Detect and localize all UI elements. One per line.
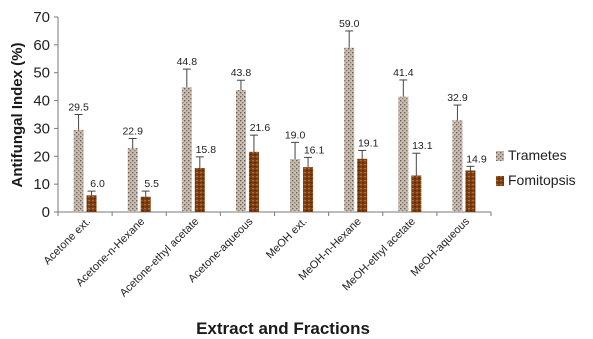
data-label: 14.9 bbox=[466, 153, 487, 165]
bar-trametes bbox=[181, 87, 192, 212]
data-label: 32.9 bbox=[447, 92, 468, 104]
data-label: 22.9 bbox=[122, 125, 143, 137]
legend-label: Fomitopsis bbox=[508, 172, 576, 188]
bar-trametes bbox=[235, 89, 246, 212]
bar-fomitopsis bbox=[194, 167, 205, 212]
data-label: 59.0 bbox=[339, 18, 360, 30]
legend-swatch bbox=[496, 151, 504, 161]
y-tick-label: 0 bbox=[42, 204, 50, 221]
bar-trametes bbox=[344, 47, 355, 213]
y-tick-label: 20 bbox=[33, 148, 50, 165]
y-tick-label: 10 bbox=[33, 176, 50, 193]
data-label: 19.0 bbox=[285, 129, 306, 141]
y-tick-label: 60 bbox=[33, 37, 50, 54]
legend-swatch bbox=[496, 176, 504, 186]
legend-label: Trametes bbox=[508, 147, 567, 163]
y-tick-label: 40 bbox=[33, 93, 50, 110]
data-label: 15.8 bbox=[196, 144, 217, 156]
error-bars bbox=[74, 30, 475, 197]
y-ticks: 0 10 20 30 40 50 60 70 bbox=[33, 9, 58, 221]
bar-fomitopsis bbox=[357, 158, 368, 212]
category-label: MeOH-aqueous bbox=[409, 215, 473, 279]
data-label: 5.5 bbox=[144, 178, 159, 190]
data-label: 13.1 bbox=[412, 140, 433, 152]
y-tick-label: 70 bbox=[33, 9, 50, 26]
bar-fomitopsis bbox=[303, 167, 314, 212]
category-labels: Acetone ext.Acetone-n-HexaneAcetone-ethy… bbox=[41, 215, 472, 299]
data-label: 44.8 bbox=[177, 56, 198, 68]
y-axis-title: Antifungal Index (%) bbox=[9, 43, 26, 188]
bar-fomitopsis bbox=[411, 175, 422, 212]
data-label: 43.8 bbox=[231, 67, 252, 79]
bar-trametes bbox=[127, 148, 138, 212]
legend: Trametes Fomitopsis bbox=[496, 147, 576, 188]
bar-trametes bbox=[398, 96, 409, 212]
x-ticks bbox=[57, 212, 492, 216]
bar-trametes bbox=[452, 120, 463, 212]
bar-fomitopsis bbox=[140, 196, 151, 212]
y-tick-label: 50 bbox=[33, 65, 50, 82]
category-label: Acetone ext. bbox=[41, 216, 93, 268]
data-label: 16.1 bbox=[304, 144, 325, 156]
bar-fomitopsis bbox=[465, 170, 476, 212]
bar-trametes bbox=[73, 129, 84, 212]
bar-fomitopsis bbox=[248, 151, 259, 212]
bar-trametes bbox=[290, 159, 301, 212]
category-label: MeOH ext. bbox=[264, 216, 310, 262]
data-labels: 29.5 6.0 22.9 5.5 44.8 15.8 43.8 21.6 19.0 16.1 59… bbox=[68, 18, 486, 190]
bars bbox=[73, 47, 476, 213]
bar-fomitopsis bbox=[86, 195, 97, 212]
data-label: 6.0 bbox=[90, 178, 105, 190]
y-tick-label: 30 bbox=[33, 120, 50, 137]
x-axis-title: Extract and Fractions bbox=[196, 319, 370, 338]
data-label: 29.5 bbox=[68, 102, 89, 114]
data-label: 19.1 bbox=[358, 137, 379, 149]
data-label: 41.4 bbox=[393, 67, 414, 79]
axes bbox=[57, 17, 491, 213]
data-label: 21.6 bbox=[250, 122, 271, 134]
